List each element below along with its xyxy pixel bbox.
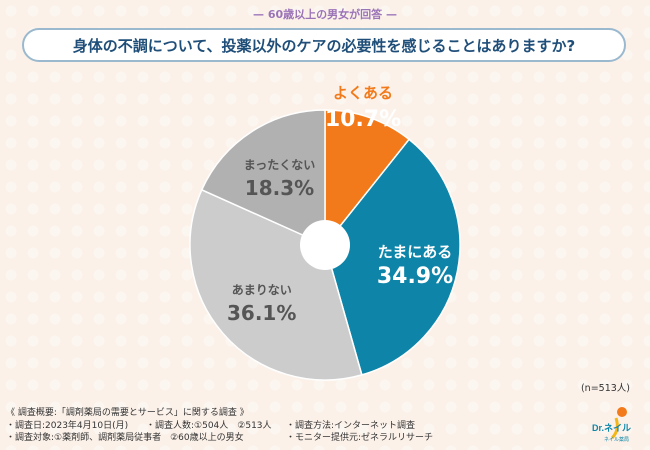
- label-value-tamani-aru: 34.9%: [377, 264, 453, 289]
- slice-mattaku-nai: [200, 109, 326, 247]
- label-value-yoku-aru: 10.7%: [325, 107, 401, 132]
- brand-logo: Dr.ネイル ネイル薬局: [592, 407, 631, 443]
- label-name-tamani-aru: たまにある: [378, 243, 453, 261]
- survey-summary-row-2: ・調査対象:①薬剤師、調剤薬局従事者 ②60歳以上の男女 ・モニター提供元:ゼネ…: [6, 432, 433, 445]
- label-name-yoku-aru: よくある: [333, 84, 393, 102]
- label-name-amari-nai: あまりない: [232, 283, 292, 297]
- survey-date: ・調査日:2023年4月10日(月): [6, 420, 129, 431]
- question-title: 身体の不調について、投薬以外のケアの必要性を感じることはありますか?: [22, 28, 626, 62]
- logo-head-icon: [617, 407, 627, 417]
- slice-amari-nai: [189, 188, 363, 381]
- survey-summary: 《 調査概要:「調剤薬局の需要とサービス」に関する調査 》 ・調査日:2023年…: [6, 407, 433, 445]
- slice-yoku-aru: [324, 109, 411, 248]
- survey-target: ・調査対象:①薬剤師、調剤薬局従事者 ②60歳以上の男女: [6, 433, 244, 443]
- survey-count: ・調査人数:①504人 ②513人: [146, 420, 272, 431]
- logo-body-icon: [610, 417, 619, 440]
- logo-text: Dr.ネイル: [592, 423, 631, 433]
- logo-subtext: ネイル薬局: [604, 436, 629, 443]
- survey-subtitle: — 60歳以上の男女が回答 —: [253, 8, 397, 21]
- survey-summary-row-1: ・調査日:2023年4月10日(月) ・調査人数:①504人 ②513人 ・調査…: [6, 420, 433, 433]
- slice-tamani-aru: [324, 138, 461, 376]
- sample-size-label: (n=513人): [580, 383, 630, 394]
- label-value-mattaku-nai: 18.3%: [245, 176, 314, 200]
- donut-hole: [300, 220, 350, 270]
- survey-provider: ・モニター提供元:ゼネラルリサーチ: [286, 433, 434, 443]
- survey-summary-title: 《 調査概要:「調剤薬局の需要とサービス」に関する調査 》: [6, 408, 249, 418]
- question-title-text: 身体の不調について、投薬以外のケアの必要性を感じることはありますか?: [72, 36, 576, 55]
- labels-group: よくある 10.7% たまにある 34.9% あまりない 36.1% まったくない 18.3%: [227, 84, 453, 325]
- survey-method: ・調査方法:インターネット調査: [286, 420, 416, 431]
- label-value-amari-nai: 36.1%: [227, 301, 296, 325]
- label-name-mattaku-nai: まったくない: [244, 158, 316, 172]
- slices-group: [189, 109, 461, 381]
